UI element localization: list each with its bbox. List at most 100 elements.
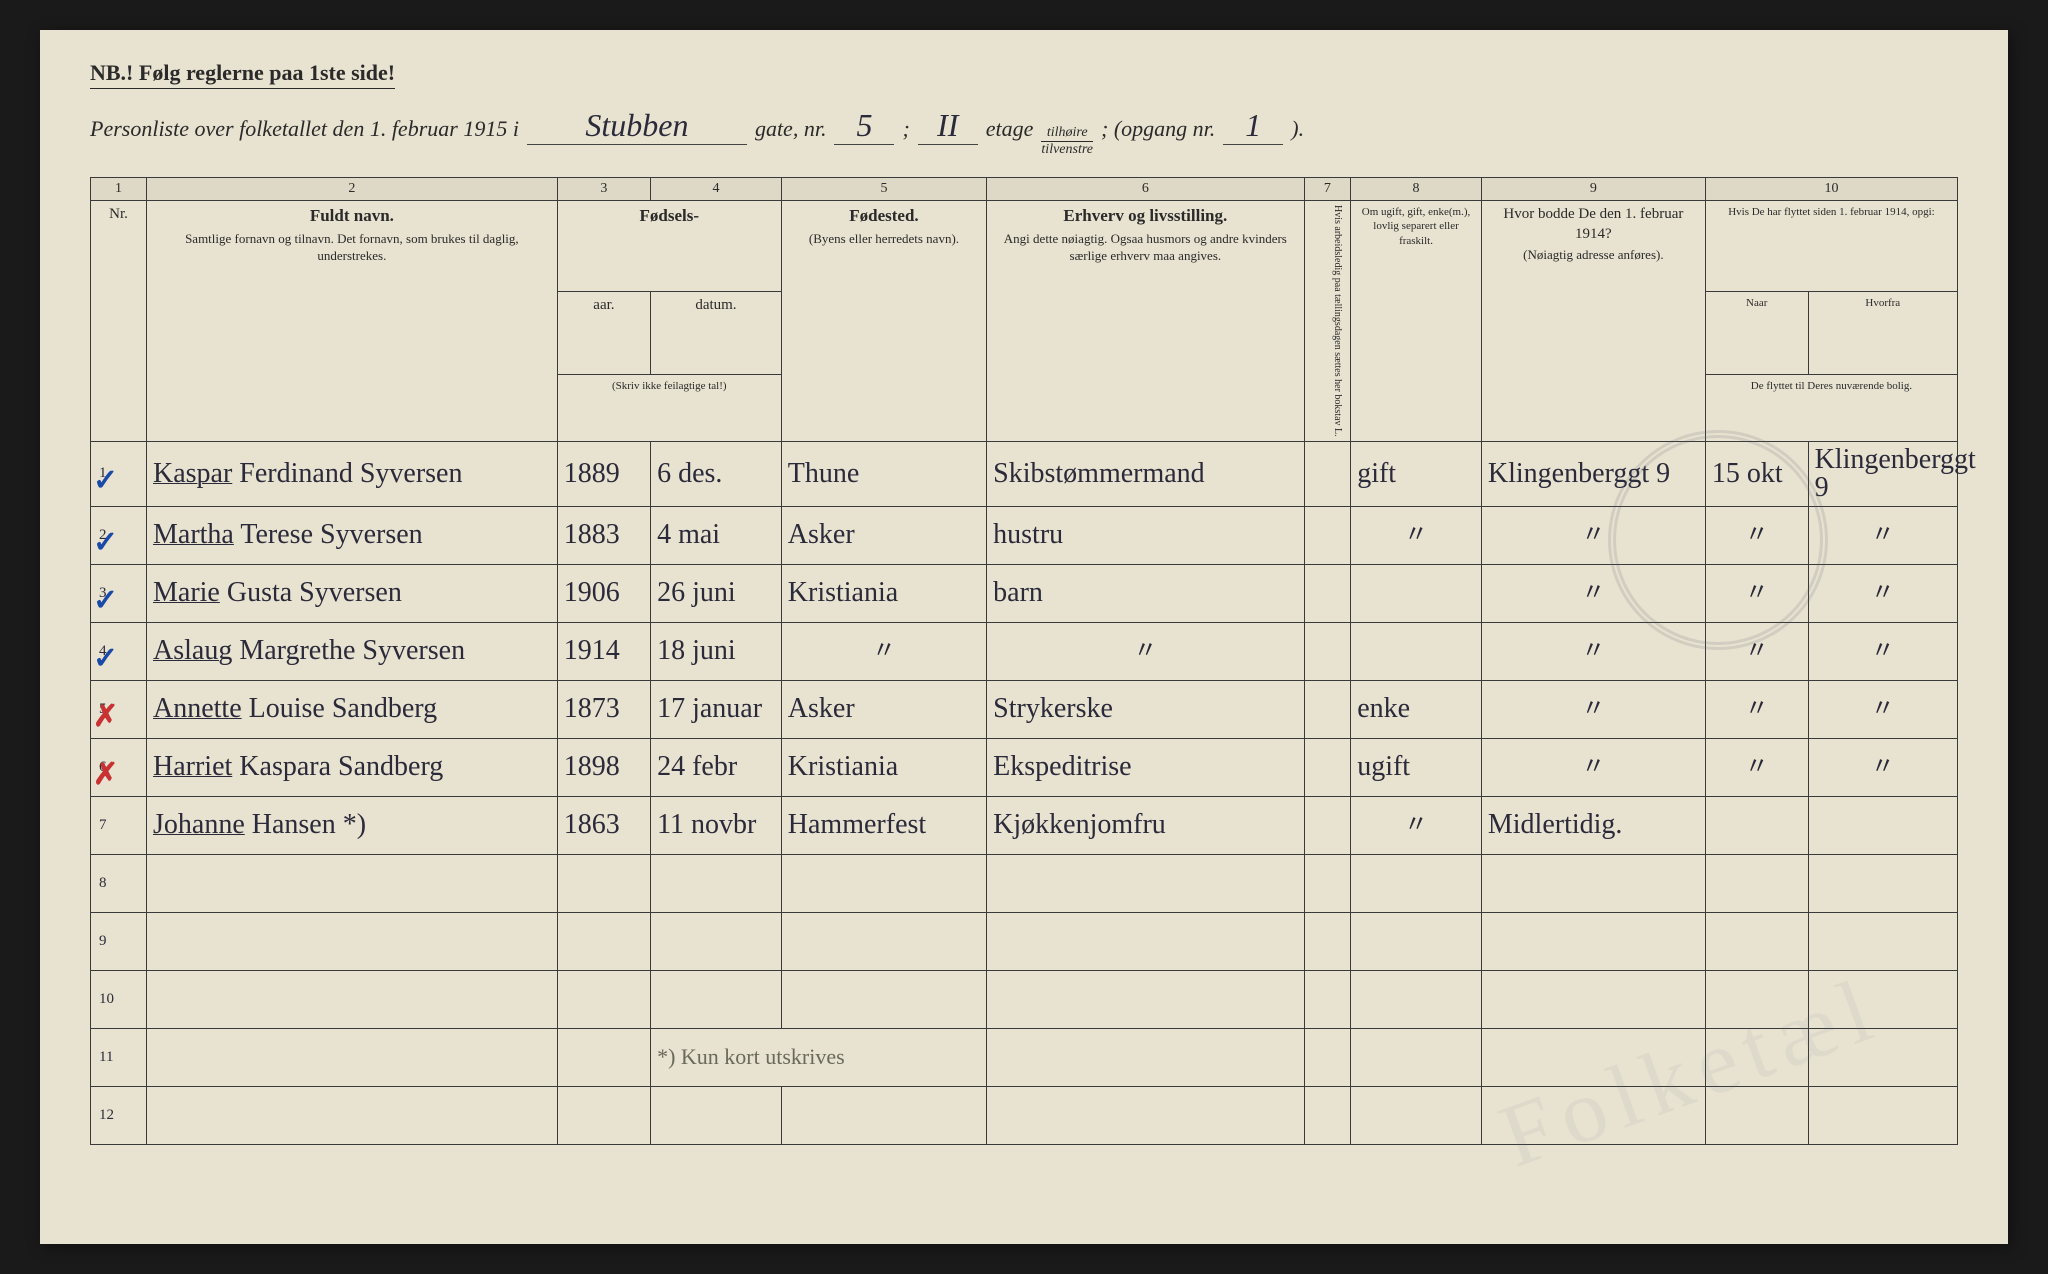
table-row: 8 (91, 854, 1958, 912)
table-row: 10 (91, 970, 1958, 1028)
header-line: Personliste over folketallet den 1. febr… (90, 107, 1958, 157)
cell-prev-addr (1481, 854, 1705, 912)
table-header: 1 2 3 4 5 6 7 8 9 10 Nr. Fuldt navn. Sam… (91, 178, 1958, 442)
cell-year: 1898 (557, 738, 650, 796)
row-mark: ✗ (93, 702, 118, 732)
cell-prev-addr (1481, 912, 1705, 970)
census-table: 1 2 3 4 5 6 7 8 9 10 Nr. Fuldt navn. Sam… (90, 177, 1958, 1145)
cell-occupation (987, 970, 1304, 1028)
census-page: NB.! Følg reglerne paa 1ste side! Person… (40, 30, 2008, 1244)
cell-place (781, 970, 986, 1028)
cell-place: Hammerfest (781, 796, 986, 854)
cell-unemployed (1304, 1028, 1351, 1086)
cell-from: 〃 (1808, 680, 1957, 738)
cell-place: Kristiania (781, 738, 986, 796)
gate-nr: 5 (834, 107, 894, 145)
cell-occupation: Ekspeditrise (987, 738, 1304, 796)
cell-name: Harriet Kaspara Sandberg (147, 738, 558, 796)
row-mark: ✓ (93, 466, 118, 496)
row-number: ✓3 (91, 564, 147, 622)
cell-unemployed (1304, 680, 1351, 738)
cell-unemployed (1304, 970, 1351, 1028)
row-number: 7 (91, 796, 147, 854)
cell-from: Klingenberggt 9 (1808, 441, 1957, 506)
row-mark: ✗ (93, 760, 118, 790)
cell-occupation: 〃 (987, 622, 1304, 680)
cell-prev-addr: 〃 (1481, 564, 1705, 622)
cell-occupation: Skibstømmermand (987, 441, 1304, 506)
cell-from (1808, 796, 1957, 854)
cell-year: 1906 (557, 564, 650, 622)
cell-from (1808, 970, 1957, 1028)
table-row: 7Johanne Hansen *)186311 novbrHammerfest… (91, 796, 1958, 854)
cell-date: 26 juni (651, 564, 782, 622)
col-status: Om ugift, gift, enke(m.), lovlig separer… (1351, 201, 1482, 442)
cell-name (147, 854, 558, 912)
cell-unemployed (1304, 622, 1351, 680)
cell-name (147, 970, 558, 1028)
cell-occupation: Strykerske (987, 680, 1304, 738)
row-mark: ✓ (93, 586, 118, 616)
cell-name (147, 1086, 558, 1144)
cell-occupation: Kjøkkenjomfru (987, 796, 1304, 854)
street-name: Stubben (527, 107, 747, 145)
cell-when: 15 okt (1705, 441, 1808, 506)
col-prev-addr: Hvor bodde De den 1. februar 1914? (Nøia… (1481, 201, 1705, 442)
gate-label: gate, nr. (755, 116, 827, 142)
cell-place: Asker (781, 680, 986, 738)
cell-occupation: barn (987, 564, 1304, 622)
cell-from (1808, 1086, 1957, 1144)
row-number: 11 (91, 1028, 147, 1086)
cell-when: 〃 (1705, 680, 1808, 738)
cell-from (1808, 854, 1957, 912)
cell-unemployed (1304, 506, 1351, 564)
cell-name: Aslaug Margrethe Syversen (147, 622, 558, 680)
row-number: 8 (91, 854, 147, 912)
cell-date: *) Kun kort utskrives (651, 1028, 987, 1086)
cell-place (781, 912, 986, 970)
cell-place (781, 1086, 986, 1144)
cell-prev-addr (1481, 1028, 1705, 1086)
cell-year: 1889 (557, 441, 650, 506)
cell-place: Asker (781, 506, 986, 564)
cell-status: 〃 (1351, 796, 1482, 854)
row-number: ✓2 (91, 506, 147, 564)
cell-status (1351, 1028, 1482, 1086)
cell-prev-addr (1481, 1086, 1705, 1144)
cell-prev-addr: 〃 (1481, 506, 1705, 564)
row-number: ✗5 (91, 680, 147, 738)
table-row: ✗6Harriet Kaspara Sandberg189824 febrKri… (91, 738, 1958, 796)
opgang-nr: 1 (1223, 107, 1283, 145)
cell-prev-addr: 〃 (1481, 622, 1705, 680)
cell-year: 1873 (557, 680, 650, 738)
col-nr: Nr. (91, 201, 147, 442)
cell-status (1351, 912, 1482, 970)
cell-status: ugift (1351, 738, 1482, 796)
row-mark: ✓ (93, 644, 118, 674)
column-number-row: 1 2 3 4 5 6 7 8 9 10 (91, 178, 1958, 201)
row-number: 9 (91, 912, 147, 970)
cell-prev-addr: 〃 (1481, 738, 1705, 796)
cell-unemployed (1304, 1086, 1351, 1144)
cell-occupation (987, 1086, 1304, 1144)
col-birth: Fødsels- (557, 201, 781, 292)
cell-year (557, 912, 650, 970)
header-prefix: Personliste over folketallet den 1. febr… (90, 116, 519, 142)
cell-year: 1914 (557, 622, 650, 680)
row-number: ✓4 (91, 622, 147, 680)
cell-name: Johanne Hansen *) (147, 796, 558, 854)
cell-date (651, 970, 782, 1028)
cell-unemployed (1304, 441, 1351, 506)
cell-unemployed (1304, 564, 1351, 622)
nb-notice: NB.! Følg reglerne paa 1ste side! (90, 60, 395, 89)
cell-when (1705, 796, 1808, 854)
table-row: 9 (91, 912, 1958, 970)
cell-unemployed (1304, 738, 1351, 796)
table-row: ✗5Annette Louise Sandberg187317 januarAs… (91, 680, 1958, 738)
cell-name: Marie Gusta Syversen (147, 564, 558, 622)
cell-occupation (987, 854, 1304, 912)
cell-place (781, 854, 986, 912)
cell-name: Martha Terese Syversen (147, 506, 558, 564)
cell-status (1351, 1086, 1482, 1144)
cell-name (147, 1028, 558, 1086)
